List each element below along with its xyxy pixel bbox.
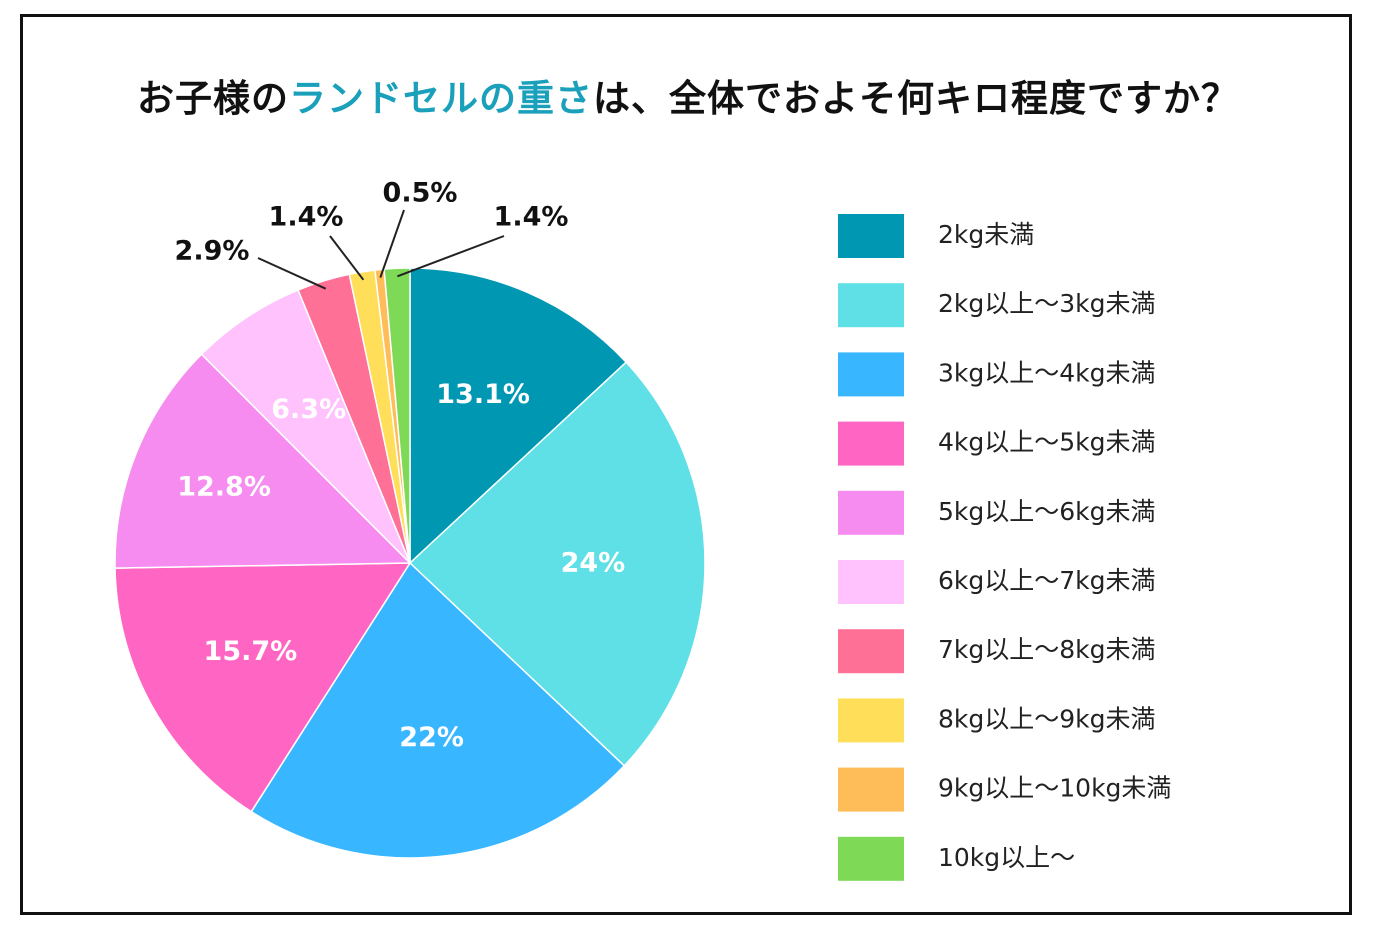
pie-slice-0: [409, 267, 628, 565]
pie-slice-2: [250, 561, 626, 859]
legend-label-2: 3kg以上〜4kg未満: [938, 358, 1156, 387]
legend-label-5: 6kg以上〜7kg未満: [938, 566, 1156, 595]
legend-swatch-0: [838, 214, 904, 258]
leader-line-9: [397, 235, 505, 278]
slice-labels: 13.1% 24% 22% 15.7% 12.8% 6.3% 2.9% 1.4% 0.5% 1.4…: [175, 178, 626, 754]
pie-slice-4: [114, 353, 412, 569]
pie-slices: [114, 267, 706, 859]
chart-title: お子様のランドセルの重さは、全体でおよそ何キロ程度ですか？: [0, 68, 1376, 122]
slice-label-4: 12.8%: [177, 471, 271, 502]
legend-swatch-7: [838, 698, 904, 743]
slice-label-7: 1.4%: [269, 202, 344, 233]
slice-label-9: 1.4%: [494, 202, 569, 233]
leader-line-8: [379, 209, 405, 278]
title-highlight: ランドセルの重さ: [289, 77, 593, 120]
legend-swatch-3: [838, 421, 904, 466]
legend-label-3: 4kg以上〜5kg未満: [938, 428, 1156, 457]
legend-swatch-8: [838, 767, 904, 812]
legend-label-4: 5kg以上〜6kg未満: [938, 497, 1156, 526]
legend-swatch-5: [838, 560, 904, 604]
legend-swatch-6: [838, 629, 904, 674]
legend-label-6: 7kg以上〜8kg未満: [938, 635, 1156, 664]
pie-slice-1: [408, 361, 706, 767]
legend-label-7: 8kg以上〜9kg未満: [938, 704, 1156, 733]
legend-label-8: 9kg以上〜10kg未満: [938, 774, 1171, 803]
legend-label-1: 2kg以上〜3kg未満: [938, 289, 1156, 318]
slice-label-5: 6.3%: [271, 394, 346, 425]
slice-label-8: 0.5%: [383, 178, 458, 209]
slice-label-1: 24%: [561, 547, 626, 578]
slice-label-2: 22%: [399, 722, 464, 753]
title-part-1: お子様の: [137, 77, 289, 120]
legend-label-0: 2kg未満: [938, 220, 1034, 249]
legend-swatch-4: [838, 490, 904, 535]
slice-label-3: 15.7%: [204, 636, 298, 667]
legend-swatch-9: [838, 836, 904, 881]
legend-label-9: 10kg以上〜: [938, 843, 1075, 872]
pie-slice-3: [114, 562, 412, 813]
slice-label-6: 2.9%: [175, 236, 250, 267]
slice-label-0: 13.1%: [436, 379, 530, 410]
legend-swatch-1: [838, 283, 904, 328]
pie-slice-5: [200, 289, 411, 564]
title-part-2: は、全体でおよそ何キロ程度ですか？: [593, 77, 1239, 120]
leader-lines: [257, 209, 505, 290]
leader-line-7: [329, 235, 365, 281]
legend-swatch-2: [838, 352, 904, 397]
legend: 2kg未満 2kg以上〜3kg未満 3kg以上〜4kg未満 4kg以上〜5kg未満 5k…: [838, 214, 1171, 881]
leader-line-6: [257, 257, 327, 290]
